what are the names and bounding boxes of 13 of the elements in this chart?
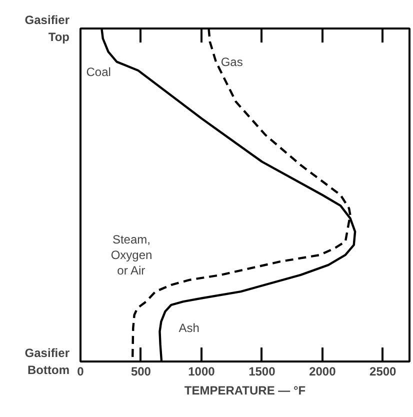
- text: Gasifier Top: [24, 13, 70, 44]
- x-tick-label: 500: [130, 364, 152, 378]
- x-tick-label: 1500: [248, 364, 276, 378]
- annotation: Steam, Oxygen or Air: [110, 232, 152, 278]
- x-tick-label: 2500: [370, 364, 397, 378]
- x-tick-label: 1000: [188, 364, 216, 378]
- text: Gasifier Bottom: [24, 346, 70, 377]
- x-tick-label: 2000: [309, 364, 336, 378]
- x-axis-title: TEMPERATURE — °F: [184, 384, 306, 398]
- x-tick-label: 0: [77, 364, 84, 378]
- annotation: Gas: [220, 54, 243, 69]
- annotation: Coal: [86, 64, 111, 79]
- annotation: Ash: [178, 321, 200, 336]
